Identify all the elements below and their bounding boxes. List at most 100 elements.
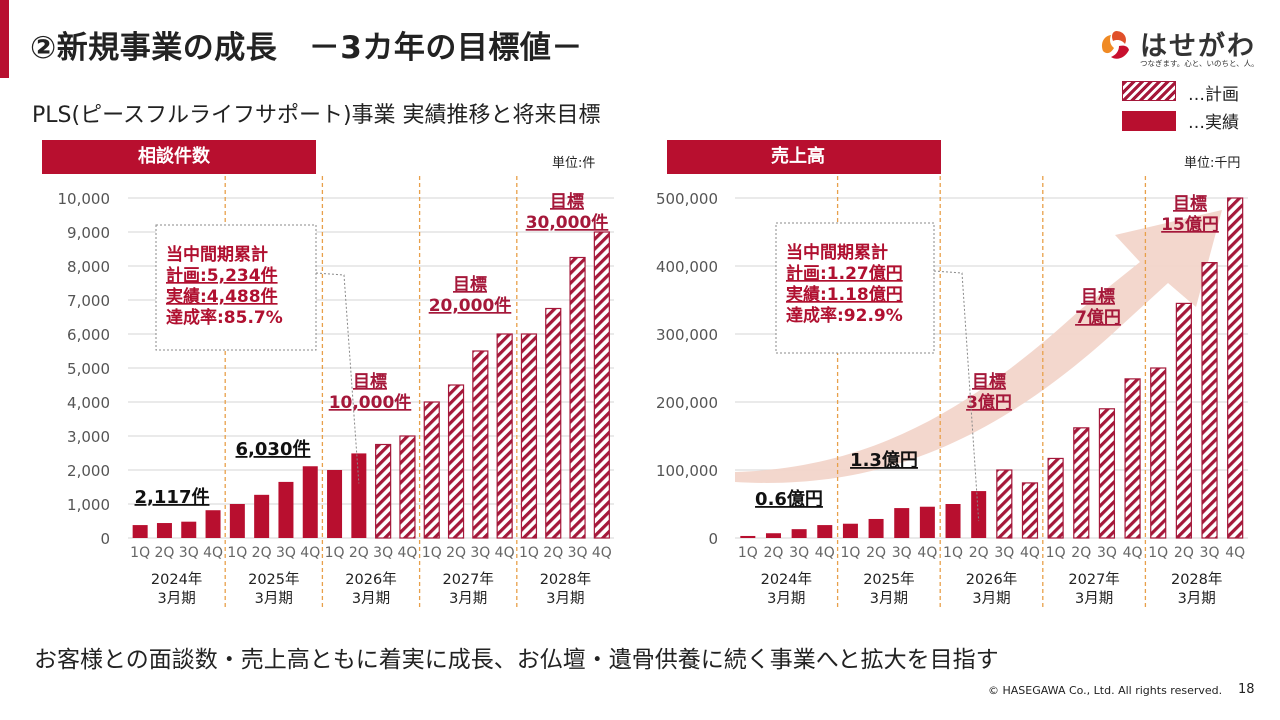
consultations-plan-bar	[423, 401, 440, 539]
sales-quarter-label: 3Q	[994, 545, 1014, 561]
page-title: ②新規事業の成長 －3カ年の目標値－	[30, 30, 583, 66]
sales-plan-bar	[1021, 482, 1039, 539]
consultations-target-label: 目標	[453, 274, 487, 295]
consultations-quarter-label: 3Q	[179, 545, 199, 561]
consultations-plan-bar	[496, 333, 513, 539]
consultations-quarter-label: 2Q	[252, 545, 272, 561]
sales-actual-bar	[791, 529, 807, 538]
sales-plan-bar	[1201, 262, 1218, 539]
sales-quarter-label: 1Q	[840, 545, 860, 561]
sales-fiscal-year-label: 2027年	[1068, 571, 1119, 588]
consultations-quarter-label: 3Q	[470, 545, 490, 561]
consultations-actual-bar	[181, 521, 197, 538]
sales-plan-bar	[1073, 427, 1090, 539]
sales-plan-bar	[1227, 197, 1244, 539]
consultations-actual-bar	[302, 466, 318, 538]
consultations-plan-bar	[375, 443, 392, 539]
consultations-actual-bar	[327, 470, 343, 538]
sales-fiscal-year-label: 2028年	[1171, 571, 1222, 588]
consultations-ytick-label: 3,000	[67, 428, 110, 446]
legend-swatch-plan	[1122, 81, 1176, 101]
sales-plan-bar	[1124, 378, 1141, 539]
sales-callout-leader	[933, 270, 980, 522]
consultations-plan-bar	[520, 333, 538, 539]
consultations-fiscal-period-label: 3月期	[546, 590, 584, 607]
consultations-chart-header: 相談件数	[42, 140, 316, 174]
sales-plan-bar	[1175, 302, 1192, 539]
legend-label-actual: …実績	[1188, 113, 1239, 133]
sales-quarter-label: 3Q	[789, 545, 809, 561]
sales-ytick-label: 0	[708, 530, 718, 548]
sales-quarter-label: 4Q	[917, 545, 937, 561]
consultations-quarter-label: 2Q	[543, 545, 563, 561]
copyright: © HASEGAWA Co., Ltd. All rights reserved…	[988, 684, 1223, 697]
consultations-ytick-label: 6,000	[67, 326, 110, 344]
consultations-target-label: 目標	[550, 191, 584, 212]
consultations-actual-bar	[132, 525, 148, 538]
sales-target-label: 目標	[1081, 286, 1115, 307]
consultations-actual-bar	[278, 481, 294, 538]
consultations-fiscal-year-label: 2026年	[345, 571, 396, 588]
sales-ytick-label: 200,000	[656, 394, 718, 412]
sales-quarter-label: 1Q	[738, 545, 758, 561]
sales-fiscal-period-label: 3月期	[767, 590, 805, 607]
consultations-quarter-label: 3Q	[373, 545, 393, 561]
consultations-fiscal-period-label: 3月期	[352, 590, 390, 607]
sales-callout-line: 当中間期累計	[786, 242, 888, 263]
consultations-fiscal-year-label: 2027年	[442, 571, 493, 588]
sales-ytick-label: 100,000	[656, 462, 718, 480]
consultations-plan-bar	[472, 350, 489, 539]
title-accent-bar	[0, 0, 9, 78]
sales-actual-bar	[945, 504, 961, 538]
consultations-quarter-label: 4Q	[397, 545, 417, 561]
sales-ytick-label: 400,000	[656, 258, 718, 276]
consultations-callout-leader	[315, 272, 360, 484]
sales-fiscal-period-label: 3月期	[1075, 590, 1113, 607]
sales-actual-bar	[894, 508, 910, 538]
company-logo: はせがわ つなぎます。心と、いのちと、人。	[1098, 24, 1259, 70]
consultations-ytick-label: 7,000	[67, 292, 110, 310]
sales-quarter-label: 1Q	[1148, 545, 1168, 561]
consultations-quarter-label: 1Q	[422, 545, 442, 561]
sales-fiscal-year-label: 2024年	[761, 571, 812, 588]
consultations-ytick-label: 0	[100, 530, 110, 548]
sales-callout-line: 実績:1.18億円	[786, 284, 903, 305]
page-subtitle: PLS(ピースフルライフサポート)事業 実績推移と将来目標	[32, 103, 601, 128]
sales-fiscal-year-label: 2025年	[863, 571, 914, 588]
consultations-quarter-label: 4Q	[203, 545, 223, 561]
consultations-target-value: 30,000件	[526, 212, 609, 233]
sales-actual-bar	[971, 491, 987, 538]
consultations-actual-bar	[351, 453, 367, 538]
consultations-quarter-label: 4Q	[592, 545, 612, 561]
sales-plan-bar	[1150, 367, 1167, 539]
sales-actual-bar	[842, 523, 858, 538]
sales-quarter-label: 3Q	[892, 545, 912, 561]
consultations-plan-bar	[569, 256, 586, 539]
sales-fiscal-period-label: 3月期	[870, 590, 908, 607]
logo-tagline: つなぎます。心と、いのちと、人。	[1140, 59, 1259, 68]
sales-fiscal-period-label: 3月期	[1178, 590, 1216, 607]
sales-quarter-label: 2Q	[969, 545, 989, 561]
consultations-plan-bar	[593, 231, 610, 539]
consultations-target-value: 10,000件	[329, 392, 412, 413]
consultations-actual-bar	[229, 504, 245, 538]
sales-quarter-label: 2Q	[866, 545, 886, 561]
sales-target-value: 15億円	[1161, 214, 1219, 235]
consultations-ytick-label: 8,000	[67, 258, 110, 276]
sales-fiscal-year-label: 2026年	[966, 571, 1017, 588]
consultations-quarter-label: 3Q	[568, 545, 588, 561]
consultations-fiscal-year-label: 2028年	[540, 571, 591, 588]
consultations-unit-label: 単位:件	[552, 156, 596, 171]
consultations-ytick-label: 2,000	[67, 462, 110, 480]
legend-swatch-actual	[1122, 111, 1176, 131]
consultations-quarter-label: 4Q	[495, 545, 515, 561]
logo-name: はせがわ	[1140, 31, 1256, 62]
consultations-callout-line: 計画:5,234件	[166, 265, 278, 286]
consultations-target-label: 目標	[353, 371, 387, 392]
sales-plan-bar	[1098, 408, 1116, 539]
consultations-fiscal-year-label: 2024年	[151, 571, 202, 588]
consultations-callout-box	[155, 224, 317, 351]
consultations-actual-bar	[156, 523, 172, 538]
consultations-quarter-label: 1Q	[325, 545, 345, 561]
consultations-quarter-label: 2Q	[154, 545, 174, 561]
